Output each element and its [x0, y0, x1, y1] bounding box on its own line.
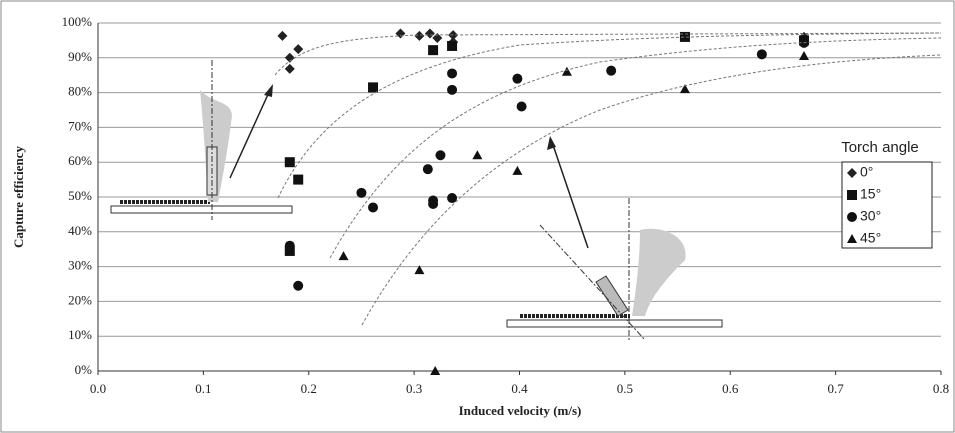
marker	[356, 187, 367, 198]
legend-box	[841, 161, 933, 249]
x-tick-label: 0.5	[617, 381, 633, 396]
trend-lines	[274, 32, 942, 326]
x-tick-label: 0.6	[722, 381, 739, 396]
x-tick-label: 0.1	[195, 381, 211, 396]
marker	[847, 190, 857, 200]
inset-diagram	[110, 60, 293, 220]
inset-diagram	[506, 136, 723, 341]
marker	[414, 265, 425, 275]
marker	[435, 150, 446, 161]
marker	[284, 52, 295, 63]
y-tick-label: 70%	[68, 118, 92, 133]
marker	[847, 212, 857, 222]
marker	[428, 45, 439, 56]
x-tick-label: 0.3	[406, 381, 422, 396]
x-tick-label: 0.4	[511, 381, 528, 396]
y-axis-title: Capture efficiency	[11, 146, 26, 248]
y-tick-label: 60%	[68, 153, 92, 168]
marker	[847, 168, 857, 178]
marker	[756, 49, 767, 60]
x-axis-title: Induced velocity (m/s)	[459, 403, 582, 418]
marker	[414, 30, 425, 41]
plot-area: 0% 10% 20% 30% 40% 50% 60% 70% 80% 90% 100% 0.0 0.1 0…	[62, 14, 949, 396]
marker	[847, 234, 857, 243]
marker	[516, 101, 527, 112]
y-tick-label: 80%	[68, 84, 92, 99]
marker	[284, 245, 295, 256]
x-tick-label: 0.7	[828, 381, 845, 396]
x-tick-label: 0.8	[933, 381, 949, 396]
trend-line	[361, 54, 942, 326]
marker	[447, 84, 458, 95]
marker	[447, 40, 458, 51]
legend-label: 0°	[860, 164, 873, 180]
marker	[284, 63, 295, 74]
trend-line	[329, 37, 942, 259]
marker	[606, 65, 617, 76]
trend-line	[274, 32, 942, 76]
marker	[561, 66, 572, 76]
marker	[447, 68, 458, 79]
marker	[430, 366, 441, 375]
legend-label: 30°	[860, 208, 881, 224]
marker	[293, 174, 304, 185]
y-tick-label: 20%	[68, 292, 92, 307]
y-tick-label: 50%	[68, 188, 92, 203]
y-tick-label: 100%	[62, 14, 93, 29]
trend-line	[277, 32, 942, 199]
marker	[368, 202, 379, 213]
marker	[424, 28, 435, 39]
x-tick-label: 0.0	[90, 381, 106, 396]
marker	[447, 193, 458, 204]
marker	[338, 251, 349, 261]
y-tick-label: 40%	[68, 223, 92, 238]
marker	[799, 51, 810, 61]
legend-label: 45°	[860, 230, 881, 246]
y-tick-label: 0%	[75, 362, 93, 377]
marker	[432, 32, 443, 43]
marker	[293, 44, 304, 55]
marker	[512, 73, 523, 84]
legend-title: Torch angle	[841, 139, 919, 156]
y-tick-label: 30%	[68, 258, 92, 273]
marker	[679, 84, 690, 94]
y-tick-label: 90%	[68, 49, 92, 64]
marker	[277, 30, 288, 41]
marker	[293, 280, 304, 291]
marker	[472, 150, 483, 160]
marker	[368, 82, 379, 93]
marker	[284, 240, 295, 251]
marker	[284, 157, 295, 168]
marker	[512, 165, 523, 175]
y-tick-label: 10%	[68, 327, 92, 342]
marker	[679, 31, 690, 42]
x-tick-label: 0.2	[301, 381, 317, 396]
legend-label: 15°	[860, 186, 881, 202]
marker	[428, 198, 439, 209]
marker	[422, 164, 433, 175]
